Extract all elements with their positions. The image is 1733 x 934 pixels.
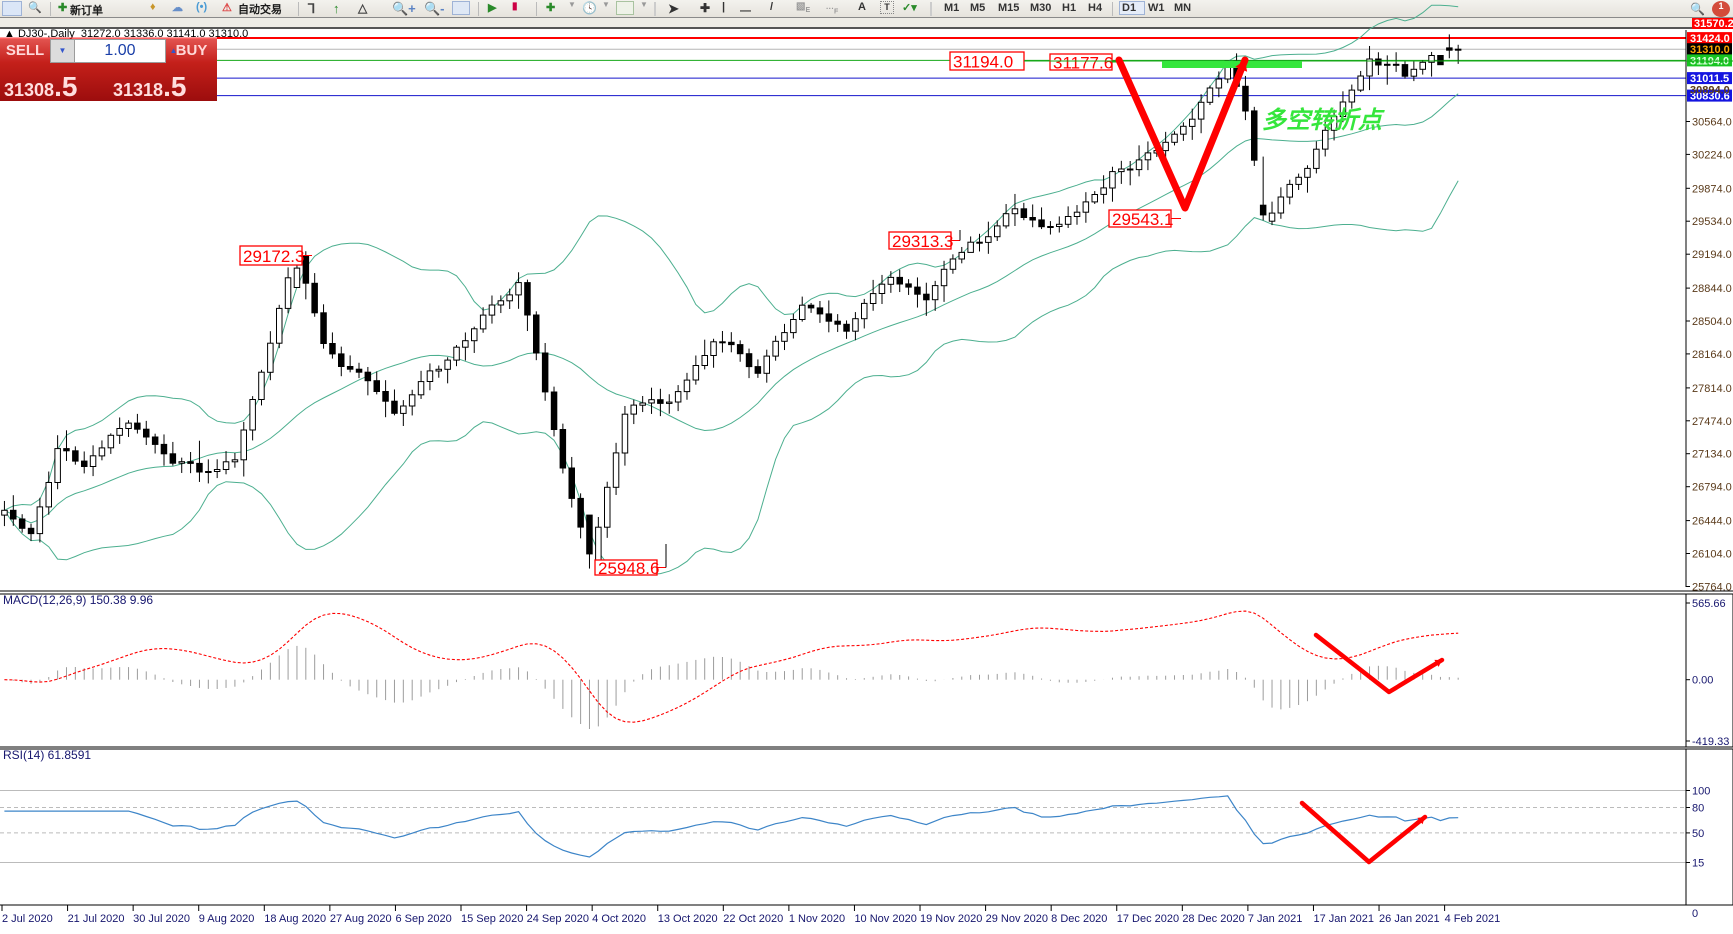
svg-text:8 Dec 2020: 8 Dec 2020 [1051,913,1107,925]
svg-text:17 Jan 2021: 17 Jan 2021 [1313,913,1374,925]
svg-text:26 Jan 2021: 26 Jan 2021 [1379,913,1440,925]
svg-text:30894.0: 30894.0 [1690,85,1730,97]
svg-text:2 Jul 2020: 2 Jul 2020 [2,913,53,925]
svg-text:27 Aug 2020: 27 Aug 2020 [330,913,392,925]
svg-text:24 Sep 2020: 24 Sep 2020 [527,913,589,925]
svg-text:31194.0: 31194.0 [953,53,1013,72]
svg-text:28 Dec 2020: 28 Dec 2020 [1182,913,1244,925]
svg-text:31011.5: 31011.5 [1690,73,1729,85]
svg-text:多空转折点: 多空转折点 [1262,107,1385,134]
svg-text:22 Oct 2020: 22 Oct 2020 [723,913,783,925]
svg-text:50: 50 [1692,828,1704,840]
svg-text:28504.0: 28504.0 [1692,316,1732,328]
svg-text:10 Nov 2020: 10 Nov 2020 [854,913,916,925]
svg-text:27814.0: 27814.0 [1692,383,1732,395]
svg-text:21 Jul 2020: 21 Jul 2020 [68,913,125,925]
svg-text:26794.0: 26794.0 [1692,482,1732,494]
svg-text:9 Aug 2020: 9 Aug 2020 [199,913,255,925]
svg-text:31177.6: 31177.6 [1053,54,1113,73]
svg-text:6 Sep 2020: 6 Sep 2020 [395,913,451,925]
svg-text:565.66: 565.66 [1692,598,1726,610]
svg-text:28844.0: 28844.0 [1692,283,1732,295]
svg-text:29543.1: 29543.1 [1112,210,1173,229]
svg-text:0.00: 0.00 [1692,675,1713,687]
svg-text:1 Nov 2020: 1 Nov 2020 [789,913,845,925]
svg-text:27474.0: 27474.0 [1692,416,1732,428]
svg-text:25764.0: 25764.0 [1692,582,1732,594]
svg-text:30564.0: 30564.0 [1692,117,1732,129]
svg-text:29 Nov 2020: 29 Nov 2020 [986,913,1048,925]
svg-text:15: 15 [1692,858,1704,870]
svg-text:17 Dec 2020: 17 Dec 2020 [1117,913,1179,925]
svg-text:26104.0: 26104.0 [1692,549,1732,561]
svg-text:15 Sep 2020: 15 Sep 2020 [461,913,523,925]
svg-text:29874.0: 29874.0 [1692,183,1732,195]
svg-text:29194.0: 29194.0 [1692,249,1732,261]
svg-text:0: 0 [1692,908,1698,920]
svg-text:25948.6: 25948.6 [598,559,659,578]
svg-text:29534.0: 29534.0 [1692,216,1732,228]
svg-text:30 Jul 2020: 30 Jul 2020 [133,913,190,925]
svg-text:80: 80 [1692,803,1704,815]
svg-text:27134.0: 27134.0 [1692,449,1732,461]
svg-text:4 Feb 2021: 4 Feb 2021 [1445,913,1501,925]
svg-text:-419.33: -419.33 [1692,736,1729,748]
svg-text:19 Nov 2020: 19 Nov 2020 [920,913,982,925]
svg-text:30224.0: 30224.0 [1692,149,1732,161]
svg-text:18 Aug 2020: 18 Aug 2020 [264,913,326,925]
svg-text:4 Oct 2020: 4 Oct 2020 [592,913,646,925]
svg-text:29172.3: 29172.3 [243,247,304,266]
svg-text:100: 100 [1692,786,1710,798]
svg-text:13 Oct 2020: 13 Oct 2020 [658,913,718,925]
svg-text:28164.0: 28164.0 [1692,349,1732,361]
svg-text:7 Jan 2021: 7 Jan 2021 [1248,913,1302,925]
svg-text:26444.0: 26444.0 [1692,516,1732,528]
svg-text:29313.3: 29313.3 [892,232,953,251]
